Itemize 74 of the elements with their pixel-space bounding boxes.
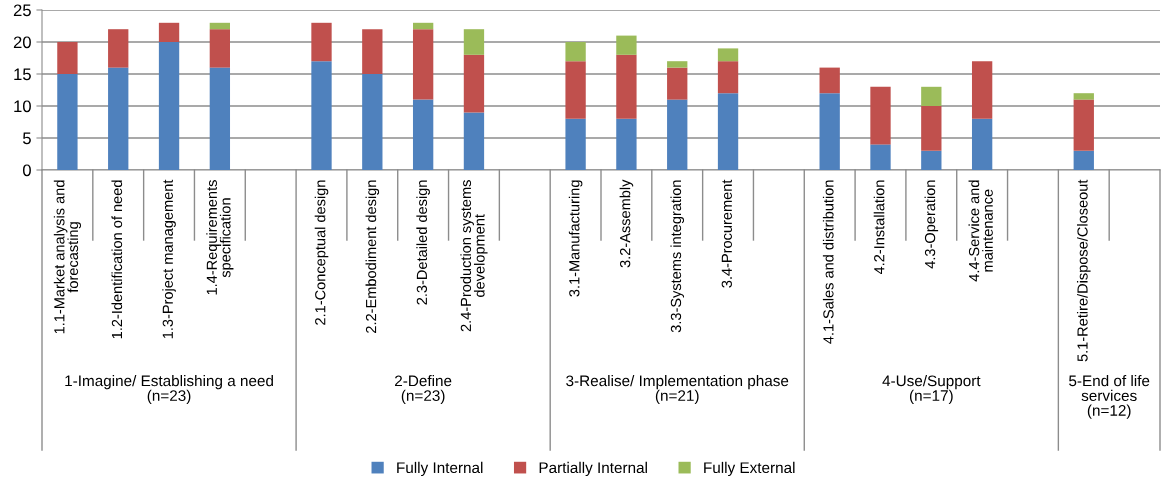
x-tick-label: 1.1-Market analysis and forecasting (53, 180, 81, 334)
bar (717, 93, 739, 170)
bar (362, 74, 383, 170)
bar (108, 67, 129, 170)
bar (158, 22, 180, 42)
bar (209, 67, 231, 170)
text: 1-Imagine/ Establishing a need (n=23) (65, 375, 273, 405)
x-tick-label: 4.2-Installation (873, 180, 885, 275)
y-tick-label: 15 (14, 68, 31, 81)
bar (1073, 93, 1094, 100)
bar (819, 93, 840, 170)
x-tick-label: 2.3-Detailed design (416, 180, 430, 305)
bar (971, 118, 993, 170)
x-tick-label: 4.3-Operation (924, 180, 939, 269)
y-tick-label: 25 (13, 4, 31, 17)
bar (921, 86, 942, 106)
x-tick-label: 5.1-Retire/Dispose/Closeout (1076, 179, 1091, 362)
x-tick-label: 3.1-Manufacturing (568, 180, 583, 297)
bar (667, 67, 688, 100)
bar (870, 86, 891, 145)
bar (870, 144, 891, 170)
x-tick-label: 2.4-Production systems development (460, 180, 488, 332)
bar (209, 29, 231, 68)
bar (616, 118, 637, 170)
text: 4-Use/Support (n=17) (882, 375, 981, 405)
x-tick-label: 1.2-Identification of need (111, 180, 123, 339)
bar (209, 22, 231, 30)
x-tick-label: 3.4-Procurement (721, 179, 732, 288)
bar (1073, 150, 1094, 170)
x-tick-label: 4.4-Service and maintenance (968, 180, 993, 282)
bar (971, 61, 993, 119)
bar (565, 118, 586, 170)
bar (463, 29, 485, 55)
y-tick-label: 5 (22, 132, 31, 145)
bar (667, 99, 688, 170)
x-tick-label: 3.2-Assembly (619, 179, 634, 268)
legend-label: Fully External (704, 461, 795, 477)
text: 3-Realise/ Implementation phase (n=21) (566, 375, 789, 405)
bar (57, 74, 78, 170)
text: 5-End of life services (n=12) (1069, 375, 1150, 419)
bar (412, 29, 434, 100)
bar (565, 61, 586, 119)
bar (412, 22, 434, 30)
bar (362, 29, 383, 74)
x-tick-label: 2.1-Conceptual design (314, 180, 329, 325)
bar (311, 22, 332, 62)
bar (667, 61, 688, 68)
bar (311, 61, 332, 170)
y-tick-label: 0 (22, 164, 31, 177)
bar (565, 42, 586, 62)
bar (57, 42, 78, 74)
bar (717, 48, 739, 62)
x-tick-label: 4.1-Sales and distribution (822, 180, 834, 344)
bar (463, 112, 485, 170)
bar (616, 54, 637, 119)
bar (819, 67, 840, 94)
bar (921, 150, 942, 170)
bar (463, 54, 485, 113)
legend-label: Partially Internal (539, 461, 647, 477)
x-tick-label: 3.3-Systems integration (670, 180, 685, 333)
bar (158, 42, 180, 170)
bar (616, 35, 637, 55)
bar (921, 106, 942, 151)
bar (1073, 99, 1094, 151)
bar (412, 99, 434, 170)
legend-label: Fully Internal (397, 461, 483, 477)
text: 2-Define (n=23) (395, 375, 452, 405)
x-tick-label: 1.3-Project management (162, 179, 176, 339)
x-tick-label: 1.4-Requirements specification (206, 180, 234, 295)
bar (717, 61, 739, 94)
y-tick-label: 20 (13, 36, 31, 49)
y-tick-label: 10 (14, 100, 31, 113)
bar (108, 29, 129, 68)
x-tick-label: 2.2-Embodiment design (365, 180, 380, 333)
